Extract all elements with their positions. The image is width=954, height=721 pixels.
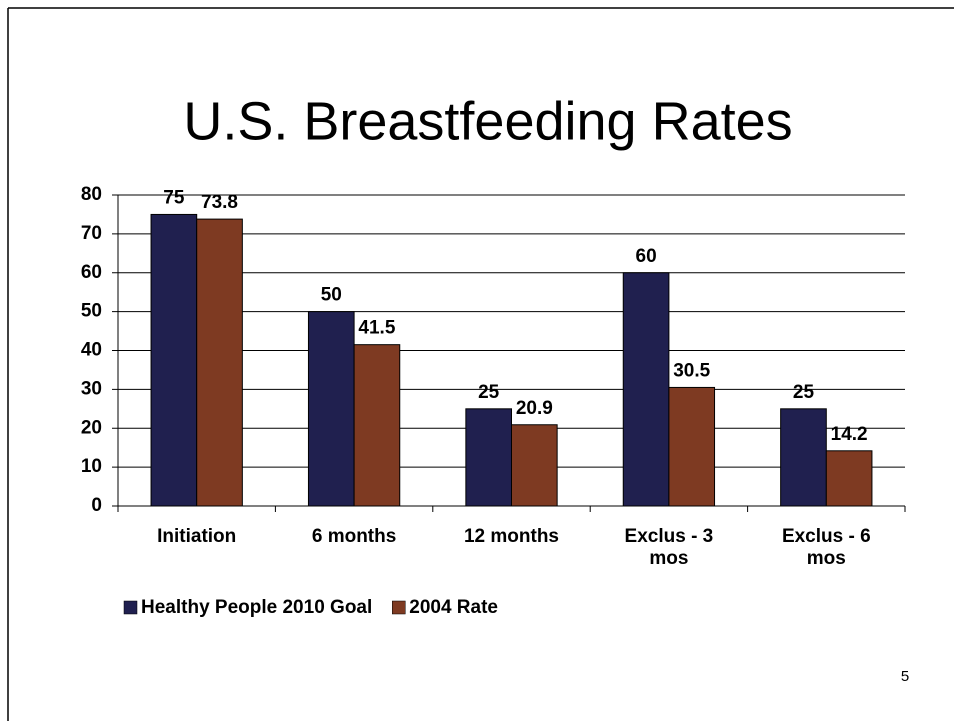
bar	[668, 386, 716, 507]
data-label: 20.9	[516, 398, 553, 419]
data-label: 25	[793, 382, 815, 403]
data-label: 30.5	[673, 360, 710, 381]
bar	[465, 408, 513, 507]
y-tick-label: 20	[81, 417, 102, 438]
data-label: 75	[163, 187, 185, 208]
bar	[622, 272, 670, 507]
y-tick-label: 50	[81, 301, 102, 322]
y-tick-label: 80	[81, 184, 102, 205]
legend-label: 2004 Rate	[409, 597, 498, 618]
x-tick-label: Exclus - 3 mos	[624, 526, 714, 569]
y-tick-label: 70	[81, 223, 102, 244]
bar	[511, 424, 558, 507]
data-label: 50	[321, 285, 342, 306]
bar	[196, 218, 243, 507]
bar	[825, 450, 873, 507]
y-tick-label: 0	[91, 495, 102, 516]
x-tick-label: Exclus - 6 mos	[781, 526, 871, 569]
legend-swatch	[123, 600, 138, 615]
slide-number: 5	[901, 668, 909, 685]
bar	[353, 344, 401, 507]
y-tick-label: 30	[81, 378, 102, 399]
data-label: 41.5	[358, 318, 395, 339]
x-tick-label: 12 months	[463, 526, 560, 547]
y-tick-label: 10	[81, 456, 102, 477]
data-label: 25	[478, 382, 500, 403]
y-tick-label: 40	[81, 340, 102, 361]
legend-swatch	[392, 600, 406, 615]
bar	[307, 311, 355, 507]
bar	[780, 408, 827, 507]
data-label: 60	[636, 246, 657, 267]
x-tick-label: 6 months	[311, 526, 397, 547]
legend-label: Healthy People 2010 Goal	[141, 597, 372, 618]
bar	[150, 213, 198, 507]
data-label: 73.8	[201, 192, 238, 213]
x-tick-label: Initiation	[157, 526, 237, 547]
chart-title: U.S. Breastfeeding Rates	[183, 91, 792, 151]
y-tick-label: 60	[81, 262, 102, 283]
data-label: 14.2	[831, 424, 868, 445]
